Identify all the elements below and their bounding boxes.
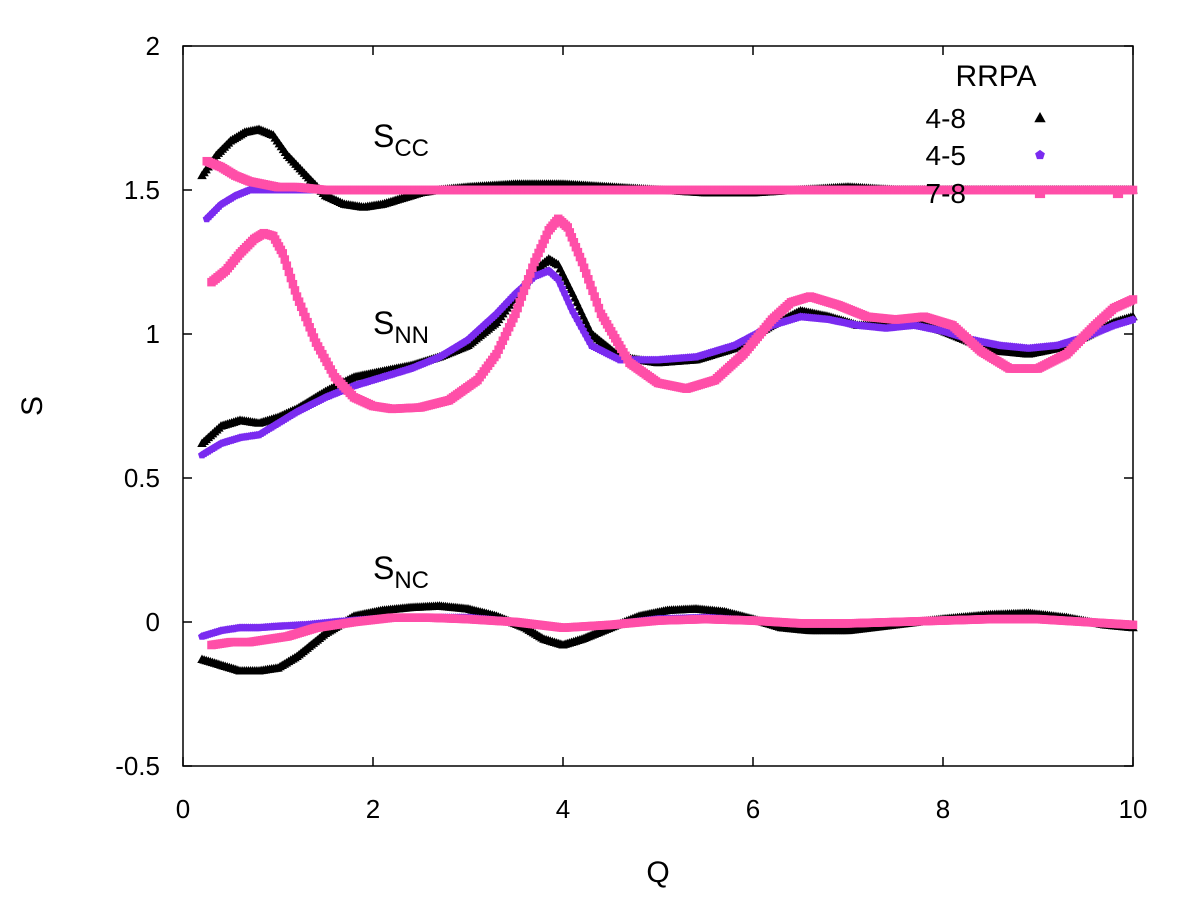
data-point-7-8-S_NN [538,239,547,249]
annotation-main: S [373,305,394,341]
data-point-7-8-S_NN [492,349,501,359]
curve-annotation-nn: SNN [373,305,429,349]
annotation-subscript: NC [394,567,429,594]
data-point-7-8-S_NN [305,323,314,332]
data-point-7-8-S_NN [586,280,595,290]
x-tick-label: 6 [746,794,760,824]
data-point-7-8-S_NN [565,228,575,237]
data-point-7-8-S_NN [288,279,298,289]
data-point-7-8-S_NN [292,292,302,301]
data-point-7-8-S_NN [581,269,591,278]
data-point-7-8-S_NN [532,253,541,262]
annotation-subscript: NN [394,322,429,349]
data-point-7-8-S_NN [517,292,527,301]
data-point-7-8-S_NN [526,269,535,278]
data-point-7-8-S_NN [528,263,537,273]
data-point-7-8-S_NN [584,275,593,284]
data-point-7-8-S_NN [594,303,604,313]
data-point-7-8-S_NN [307,328,317,337]
data-point-7-8-S_NC [1128,620,1138,630]
data-point-7-8-S_NN [509,314,518,323]
data-point-7-8-S_NN [294,297,304,306]
legend-label-4-5: 4-5 [926,140,966,171]
legend-label-7-8: 7-8 [926,178,966,209]
curve-annotation-nc: SNC [373,550,429,594]
data-marks [197,124,1138,675]
data-point-7-8-S_NN [567,233,577,242]
data-point-7-8-S_NN [563,223,572,232]
data-point-7-8-S_NN [511,309,520,319]
data-point-7-8-S_NN [496,340,505,350]
data-point-7-8-S_NN [515,298,524,307]
y-axis-label: S [16,396,49,416]
data-point-7-8-S_NN [590,292,599,301]
annotation-main: S [373,118,394,154]
legend-marker-4-5 [1035,149,1045,160]
data-point-7-8-S_NN [577,257,587,267]
data-point-7-8-S_NN [502,327,512,337]
data-point-7-8-S_NN [280,255,290,264]
annotation-subscript: CC [394,135,429,162]
data-point-7-8-S_NN [494,345,503,354]
data-point-7-8-S_NN [301,312,310,322]
y-tick-label: 0 [146,607,160,637]
legend-marker-4-8 [1034,112,1046,123]
axis-ticks: 0 2 4 6 8 10 -0.5 0 0.5 1 1.5 2 [115,31,1147,824]
data-point-7-8-S_NN [299,307,308,317]
data-point-7-8-S_NN [296,302,306,312]
data-point-7-8-S_NN [500,331,510,341]
curve-annotation-cc: SCC [373,118,429,162]
data-point-7-8-S_NN [521,280,531,290]
data-point-7-8-S_NN [530,257,539,267]
y-tick-label: 1 [146,319,160,349]
data-point-7-8-S_NN [592,298,602,307]
data-point-7-8-S_NN [540,235,549,244]
data-point-7-8-S_NN [1128,295,1138,304]
data-point-7-8-S_NN [579,263,589,273]
data-point-7-8-S_NN [523,275,533,284]
y-tick-label: 1.5 [124,175,160,205]
data-point-7-8-S_NN [286,273,296,283]
data-point-7-8-S_NN [498,336,508,345]
legend-label-4-8: 4-8 [926,103,966,134]
x-tick-label: 8 [936,794,950,824]
data-point-7-8-S_NN [575,252,585,262]
data-point-7-8-S_NN [507,318,516,328]
data-point-7-8-S_NN [513,303,522,313]
data-point-7-8-S_NN [569,238,579,247]
plot-frame [182,45,1134,767]
y-tick-label: 2 [146,31,160,61]
x-tick-label: 4 [556,794,570,824]
x-tick-label: 10 [1119,794,1148,824]
data-point-7-8-S_NN [534,248,543,258]
data-point-7-8-S_NN [542,230,551,240]
y-tick-label: 0.5 [124,463,160,493]
legend-marker-7-8 [1034,187,1046,199]
y-tick-label: -0.5 [115,751,160,781]
data-point-4-5-S_NN [1129,315,1137,323]
data-point-7-8-S_NN [282,261,292,270]
data-point-7-8-S_NN [519,286,529,296]
legend-title: RRPA [955,60,1036,93]
legend: RRPA 4-8 4-5 7-8 [926,60,1124,209]
legend-markers [1034,112,1124,199]
annotation-main: S [373,550,394,586]
x-axis-label: Q [646,856,669,889]
data-point-7-8-S_NN [573,247,583,257]
data-point-7-8-S_NN [290,286,300,295]
legend-marker-7-8-end [1112,187,1124,199]
data-point-7-8-S_CC [1128,185,1138,195]
data-point-7-8-S_NN [504,323,514,332]
data-point-7-8-S_NN [303,317,312,327]
data-point-7-8-S_NN [571,242,581,252]
x-tick-label: 2 [366,794,380,824]
data-point-7-8-S_NN [278,249,287,258]
data-point-7-8-S_NN [309,333,319,342]
x-tick-label: 0 [176,794,190,824]
data-point-7-8-S_NN [588,286,597,296]
data-point-7-8-S_NN [284,267,294,277]
data-point-7-8-S_NN [536,244,545,253]
